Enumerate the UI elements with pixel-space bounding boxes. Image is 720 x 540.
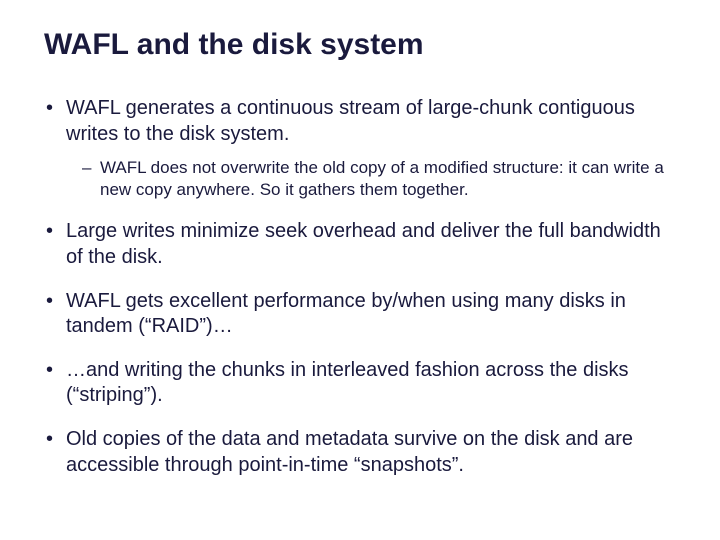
bullet-text: …and writing the chunks in interleaved f… — [66, 359, 629, 407]
bullet-list: WAFL generates a continuous stream of la… — [44, 96, 676, 478]
bullet-item: WAFL generates a continuous stream of la… — [44, 96, 676, 201]
bullet-text: Large writes minimize seek overhead and … — [66, 220, 661, 268]
bullet-text: WAFL gets excellent performance by/when … — [66, 290, 626, 338]
bullet-text: Old copies of the data and metadata surv… — [66, 428, 633, 476]
sub-bullet-list: WAFL does not overwrite the old copy of … — [66, 157, 676, 201]
bullet-item: WAFL gets excellent performance by/when … — [44, 289, 676, 340]
bullet-text: WAFL generates a continuous stream of la… — [66, 97, 635, 145]
sub-bullet-text: WAFL does not overwrite the old copy of … — [100, 158, 664, 199]
bullet-item: Old copies of the data and metadata surv… — [44, 427, 676, 478]
bullet-item: …and writing the chunks in interleaved f… — [44, 358, 676, 409]
bullet-item: Large writes minimize seek overhead and … — [44, 219, 676, 270]
slide-title: WAFL and the disk system — [44, 28, 676, 62]
sub-bullet-item: WAFL does not overwrite the old copy of … — [80, 157, 676, 201]
